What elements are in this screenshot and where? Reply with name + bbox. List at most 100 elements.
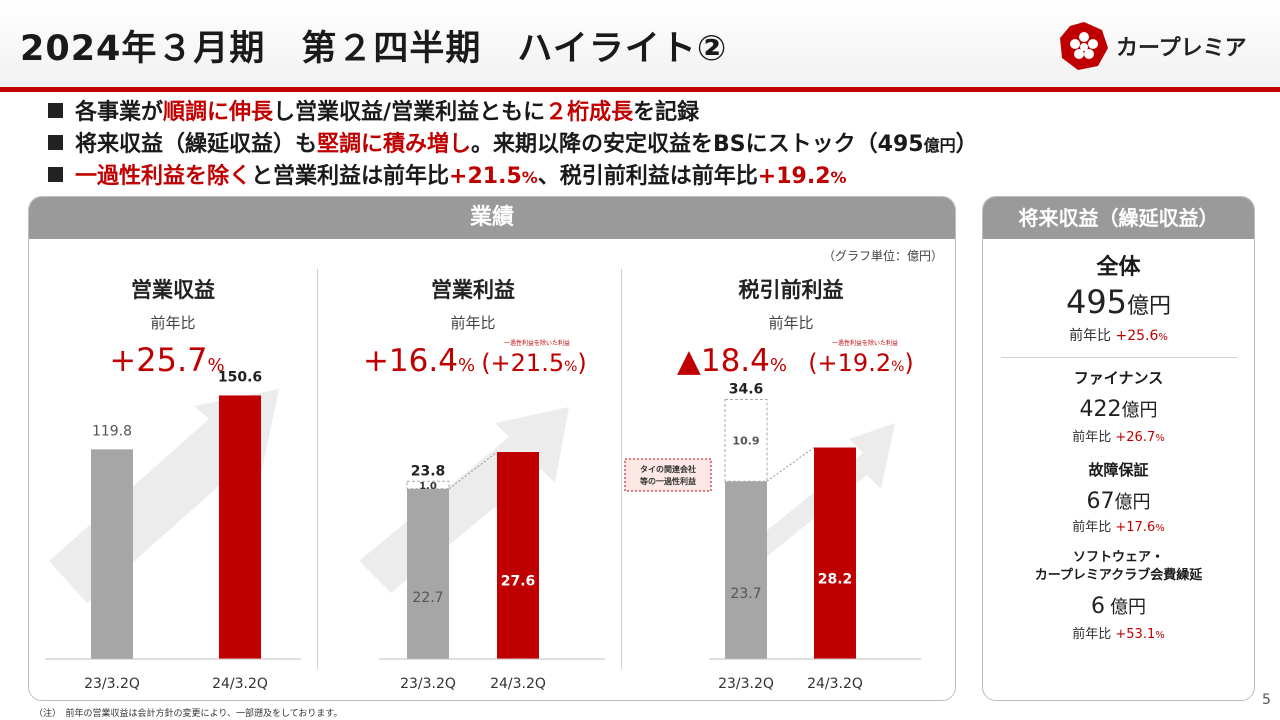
one-time-callout: タイの関連会社 等の一過性利益 — [624, 458, 712, 492]
deferred-revenue-title: 将来収益（繰延収益） — [983, 197, 1254, 239]
item-yoy: 前年比 +17.6% — [1072, 520, 1165, 535]
x-tick-label: 23/3.2Q — [84, 676, 140, 692]
bullet-unit: 億円 — [923, 136, 956, 155]
bullet-square-icon — [48, 103, 63, 118]
x-tick-label: 24/3.2Q — [490, 676, 546, 692]
results-charts: 営業収益 前年比 +25.7% 119.8 150.6 23/3.2Q 24/3… — [45, 278, 921, 692]
company-logo: カープレミア — [1058, 20, 1247, 72]
bullet-emphasis: +21.5 — [449, 164, 522, 189]
bullet-emphasis: +19.2 — [757, 164, 831, 189]
slide-title: 2024年３月期 第２四半期 ハイライト② — [20, 29, 728, 69]
bullet-text: 各事業が — [75, 100, 164, 125]
data-label: 150.6 — [218, 369, 262, 385]
item-value: 67億円 — [1086, 489, 1151, 514]
bullet-2: 将来収益（繰延収益）も堅調に積み増し。来期以降の安定収益をBSにストック（495… — [48, 129, 1248, 161]
growth-arrow-shape — [729, 423, 895, 573]
header-rule — [0, 87, 1280, 92]
chart-divider — [317, 269, 318, 669]
highlight-bullets: 各事業が順調に伸長し営業収益/営業利益ともに２桁成長を記録 将来収益（繰延収益）… — [48, 97, 1248, 193]
chart-title: 税引前利益 — [739, 278, 844, 302]
chart-operating-profit: 営業利益 前年比 +16.4% 一過性利益を除いた利益 (+21.5%) 23.… — [359, 278, 605, 692]
bar-23-3-2q-base — [725, 481, 767, 659]
bullet-emphasis: 順調に伸長 — [163, 100, 274, 125]
total-label: 23.8 — [411, 463, 446, 479]
bar-24-3-2q — [814, 447, 856, 659]
one-time-label: 10.9 — [732, 434, 759, 447]
bullet-emphasis: 堅調に積み増し — [317, 132, 472, 157]
bullet-3: 一過性利益を除くと営業利益は前年比+21.5%、税引前利益は前年比+19.2% — [48, 161, 1248, 193]
bullet-emphasis: ２桁成長 — [545, 100, 634, 125]
results-panel-title: 業績 — [29, 197, 955, 239]
total-label: 全体 — [1096, 255, 1141, 280]
x-tick-label: 24/3.2Q — [807, 676, 863, 692]
current-label: 28.2 — [818, 571, 853, 587]
side-divider — [1000, 357, 1237, 358]
bullet-text: ） — [955, 132, 978, 157]
bullet-text: 、税引前利益は前年比 — [537, 164, 758, 189]
bar-23-3-2q — [91, 449, 133, 659]
item-label: 故障保証 — [1088, 461, 1149, 479]
footnote: （注） 前年の営業収益は会計方針の変更により、一部遡及をしております。 — [34, 709, 343, 719]
chart-operating-revenue: 営業収益 前年比 +25.7% 119.8 150.6 23/3.2Q 24/3… — [45, 278, 301, 692]
deferred-total: 全体 495億円 前年比 +25.6% — [983, 249, 1254, 345]
results-panel: 業績 （グラフ単位：億円） 営業収益 前年比 +25.7% 119.8 150.… — [28, 196, 956, 701]
item-value: 422億円 — [1079, 397, 1158, 422]
x-tick-label: 24/3.2Q — [212, 676, 268, 692]
bullet-text: し営業収益/営業利益ともに — [273, 100, 546, 125]
bar-23-3-2q-base — [407, 488, 449, 659]
graph-unit-note: （グラフ単位：億円） — [822, 249, 943, 263]
x-tick-label: 23/3.2Q — [718, 676, 774, 692]
deferred-item-finance: ファイナンス 422億円 前年比 +26.7% — [983, 367, 1254, 445]
growth-value: +25.7% — [109, 341, 224, 379]
chart-subtitle: 前年比 — [150, 314, 195, 332]
bullet-square-icon — [48, 167, 63, 182]
base-label: 22.7 — [412, 590, 443, 606]
x-tick-label: 23/3.2Q — [400, 676, 456, 692]
bar-24-3-2q — [219, 395, 261, 659]
slide-header: 2024年３月期 第２四半期 ハイライト② カープレミア — [0, 0, 1280, 92]
item-value: 6 億円 — [1090, 594, 1147, 619]
item-label: ファイナンス — [1073, 369, 1164, 387]
logo-mark-icon — [1060, 22, 1108, 70]
logo-text: カープレミア — [1116, 36, 1247, 61]
bullet-emphasis: 一過性利益を除く — [75, 164, 252, 189]
deferred-item-warranty: 故障保証 67億円 前年比 +17.6% — [983, 459, 1254, 535]
connector-line — [766, 447, 815, 482]
bullet-square-icon — [48, 135, 63, 150]
bullet-unit: % — [521, 168, 538, 187]
deferred-revenue-panel: 将来収益（繰延収益） 全体 495億円 前年比 +25.6% ファイナンス 42… — [982, 196, 1255, 701]
adjusted-note: 一過性利益を除いた利益 — [504, 339, 570, 347]
item-label: ソフトウェア・ カープレミアクラブ会費繰延 — [1034, 550, 1203, 583]
bullet-text: 。来期以降の安定収益をBSにストック（495 — [471, 132, 924, 157]
bullet-1: 各事業が順調に伸長し営業収益/営業利益ともに２桁成長を記録 — [48, 97, 1248, 129]
chart-divider — [621, 269, 622, 669]
chart-subtitle: 前年比 — [768, 314, 813, 332]
page-number: 5 — [1262, 692, 1271, 708]
callout-text: タイの関連会社 — [640, 464, 696, 474]
total-label: 34.6 — [729, 382, 764, 398]
bar-24-3-2q — [497, 452, 539, 659]
callout-box — [624, 458, 712, 492]
chart-title: 営業利益 — [431, 278, 515, 302]
deferred-item-software: ソフトウェア・ カープレミアクラブ会費繰延 6 億円 前年比 +53.1% — [983, 549, 1254, 642]
chart-title: 営業収益 — [131, 278, 215, 302]
bullet-unit: % — [830, 168, 847, 187]
chart-pretax-profit: 税引前利益 前年比 ▲18.4% 一過性利益を除いた利益 (+19.2%) 34… — [624, 278, 921, 692]
bullet-text: 将来収益（繰延収益）も — [75, 132, 318, 157]
total-value: 495億円 — [1065, 283, 1172, 321]
bullet-text: を記録 — [633, 100, 700, 125]
bullet-text: と営業利益は前年比 — [251, 164, 450, 189]
base-label: 23.7 — [730, 586, 761, 602]
growth-value: ▲18.4% — [677, 343, 787, 379]
adjusted-growth: (+21.5%) — [481, 349, 587, 377]
bar-23-3-2q-one-time — [406, 480, 450, 490]
chart-subtitle: 前年比 — [450, 314, 495, 332]
one-time-label: 1.0 — [419, 481, 437, 492]
item-yoy: 前年比 +53.1% — [1072, 627, 1165, 642]
bar-23-3-2q-one-time — [724, 399, 768, 482]
data-label: 119.8 — [92, 423, 132, 439]
adjusted-growth: (+19.2%) — [808, 349, 914, 377]
total-yoy: 前年比 +25.6% — [1069, 328, 1168, 344]
adjusted-note: 一過性利益を除いた利益 — [832, 339, 898, 347]
growth-value: +16.4% — [363, 343, 475, 379]
